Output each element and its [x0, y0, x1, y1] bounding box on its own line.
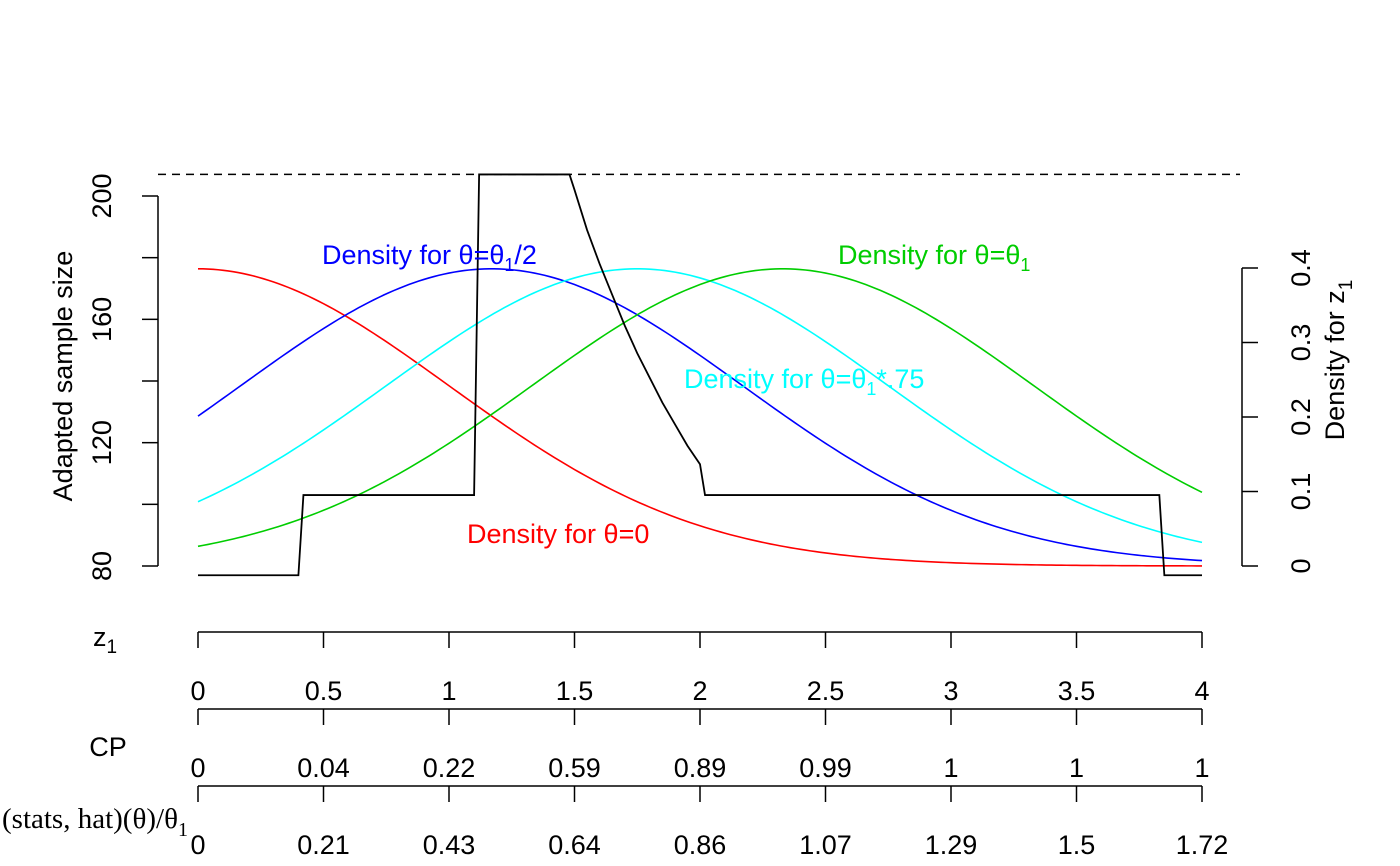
right-axis-title: Density for z1: [1320, 280, 1357, 441]
bottom-axis-title-cp: CP: [89, 732, 127, 762]
bottom-axis-tick-label-theta_hat: 0.21: [297, 830, 350, 860]
series-label-theta-full: Density for θ=θ1: [838, 240, 1030, 275]
bottom-axis-tick-label-theta_hat: 0: [190, 830, 205, 860]
bottom-axis-tick-label-theta_hat: 0.86: [674, 830, 727, 860]
bottom-axis-tick-label-z1: 2: [692, 676, 707, 706]
left-axis-tick-label: 80: [87, 551, 117, 581]
bottom-axis-tick-label-z1: 4: [1194, 676, 1209, 706]
bottom-axis-tick-label-cp: 0.89: [674, 753, 727, 783]
series-label-theta-three-quarter: Density for θ=θ1*.75: [684, 364, 924, 399]
bottom-axis-tick-label-cp: 0: [190, 753, 205, 783]
density-curve-theta-three-quarter: [197, 268, 1203, 544]
bottom-axis-tick-label-z1: 1.5: [556, 676, 594, 706]
bottom-axis-title-theta-hat: (stats, hat)(θ)/θ1: [2, 803, 188, 841]
bottom-axis-tick-label-z1: 1: [441, 676, 456, 706]
bottom-axis-tick-label-theta_hat: 1.5: [1058, 830, 1096, 860]
left-axis-tick-label: 160: [87, 297, 117, 342]
bottom-axis-tick-label-theta_hat: 1.07: [799, 830, 852, 860]
bottom-axis-tick-label-cp: 1: [1069, 753, 1084, 783]
right-axis-tick-label: 0.4: [1286, 249, 1316, 287]
right-axis-title-text: Density for z: [1320, 290, 1350, 440]
left-axis-tick-label: 120: [87, 420, 117, 465]
bottom-axis-tick-label-cp: 0.59: [548, 753, 601, 783]
right-axis-tick-label: 0.2: [1286, 398, 1316, 436]
sample-size-curve: [198, 173, 1202, 577]
plot-area: [158, 173, 1240, 577]
bottom-axis-tick-label-z1: 3: [943, 676, 958, 706]
bottom-axis-tick-label-z1: 3.5: [1058, 676, 1096, 706]
bottom-axis-tick-label-cp: 0.22: [423, 753, 476, 783]
density-curve-theta-full: [197, 268, 1203, 548]
bottom-axis-tick-label-cp: 1: [943, 753, 958, 783]
bottom-axis-tick-label-theta_hat: 0.64: [548, 830, 601, 860]
density-curve-theta-zero: [197, 267, 1203, 567]
right-axis-tick-label: 0.1: [1286, 473, 1316, 511]
bottom-axis-tick-label-cp: 0.04: [297, 753, 350, 783]
bottom-axis-tick-label-z1: 0.5: [305, 676, 343, 706]
bottom-axes: 0 0.5 1 1.5 2 2.5 3 3.5 4 0 0.04 0.22 0.59 0.89 0.99 1 1…: [2, 622, 1228, 860]
series-label-theta-half: Density for θ=θ1/2: [322, 240, 537, 275]
left-axis: 80 120 160 200: [87, 173, 159, 581]
right-axis-title-subscript: 1: [1336, 280, 1357, 291]
left-axis-tick-label: 200: [87, 173, 117, 218]
right-axis-tick-label: 0.3: [1286, 324, 1316, 362]
bottom-axis-tick-label-theta_hat: 1.29: [925, 830, 978, 860]
right-axis-tick-label: 0: [1286, 558, 1316, 573]
density-curve-theta-half: [197, 268, 1203, 562]
bottom-axis-tick-label-z1: 2.5: [807, 676, 845, 706]
bottom-axis-tick-label-theta_hat: 1.72: [1176, 830, 1229, 860]
bottom-axis-tick-label-theta_hat: 0.43: [423, 830, 476, 860]
right-axis: 0 0.1 0.2 0.3 0.4: [1241, 249, 1316, 574]
bottom-axis-tick-label-cp: 0.99: [799, 753, 852, 783]
series-label-theta-zero: Density for θ=0: [467, 519, 649, 549]
bottom-axis-tick-label-cp: 1: [1194, 753, 1209, 783]
bottom-axis-tick-label-z1: 0: [190, 676, 205, 706]
bottom-axis-title-z1: z1: [93, 622, 117, 658]
left-axis-title: Adapted sample size: [48, 251, 78, 502]
